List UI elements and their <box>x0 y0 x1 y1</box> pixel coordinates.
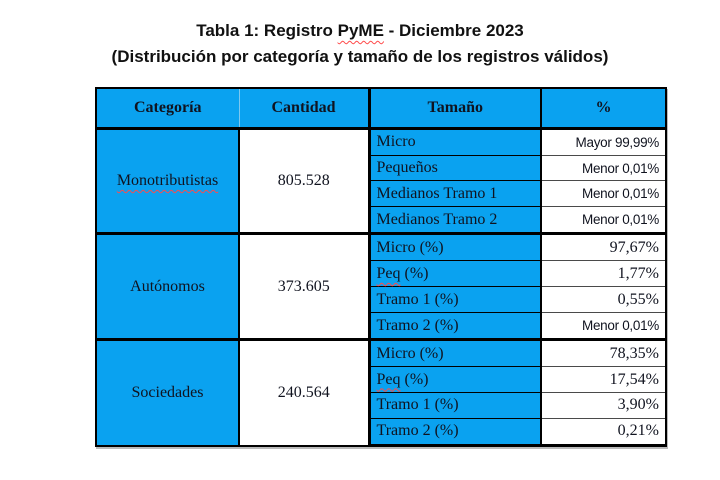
misspelled-word: Monotributistas <box>116 171 219 189</box>
percent-value-cell: 1,77% <box>541 260 666 287</box>
percent-value-cell: Menor 0,01% <box>541 311 666 340</box>
size-label-cell: Tramo 2 (%) <box>367 311 542 340</box>
table-row: Tramo 2 (%) 0,21% <box>96 417 666 448</box>
title-line-1: Tabla 1: Registro PyME - Diciembre 2023 <box>0 18 720 44</box>
table-row: Medianos Tramo 2 Menor 0,01% <box>96 206 666 234</box>
percent-value-cell: Menor 0,01% <box>541 180 666 207</box>
header-cantidad: Cantidad <box>238 88 369 130</box>
category-cell: Monotributistas <box>96 126 240 234</box>
percent-value-cell: 3,90% <box>541 391 666 419</box>
table-row: Tramo 1 (%) 3,90% <box>96 391 666 419</box>
count-cell: 805.528 <box>239 126 369 234</box>
size-label-cell: Micro (%) <box>367 338 542 367</box>
percent-value-cell: Menor 0,01% <box>541 206 666 234</box>
percent-value-cell: 17,54% <box>541 366 666 393</box>
registro-pyme-table: Categoría Cantidad Tamaño % Monotributis… <box>95 87 667 448</box>
title-line-2: (Distribución por categoría y tamaño de … <box>111 47 609 66</box>
table-row: Peq (%) 17,54% <box>96 366 666 393</box>
title-text: - Diciembre 2023 <box>383 21 524 40</box>
category-cell: Autónomos <box>96 232 240 340</box>
table-row: Autónomos 373.605 Micro (%) 97,67% <box>96 232 666 340</box>
size-label-cell: Tramo 2 (%) <box>367 417 542 448</box>
count-cell: 373.605 <box>239 232 369 340</box>
size-label-cell: Tramo 1 (%) <box>367 286 542 313</box>
size-label-cell: Tramo 1 (%) <box>367 391 542 419</box>
percent-value-cell: Menor 0,01% <box>541 154 666 181</box>
table-row: Tramo 1 (%) 0,55% <box>96 286 666 313</box>
size-label-cell: Peq (%) <box>367 260 542 287</box>
size-label-cell: Micro <box>367 126 542 156</box>
header-tamano: Tamaño <box>367 88 541 130</box>
table-row: Sociedades 240.564 Micro (%) 78,35% <box>96 338 666 446</box>
size-label-cell: Pequeños <box>367 154 542 181</box>
table-title: Tabla 1: Registro PyME - Diciembre 2023 … <box>0 18 720 70</box>
table-row: Pequeños Menor 0,01% <box>96 154 666 181</box>
header-percent: % <box>540 88 666 130</box>
table-row: Tramo 2 (%) Menor 0,01% <box>96 311 666 340</box>
header-row: Categoría Cantidad Tamaño % <box>96 88 666 130</box>
title-text: Tabla 1: Registro <box>196 21 338 40</box>
size-label-cell: Micro (%) <box>367 232 542 261</box>
misspelled-word: Peq <box>376 370 401 388</box>
percent-value-cell: 78,35% <box>541 338 666 367</box>
percent-value-cell: Mayor 99,99% <box>541 126 666 156</box>
size-label-cell: Medianos Tramo 2 <box>367 206 542 234</box>
percent-value-cell: 0,55% <box>541 286 666 313</box>
table-row: Medianos Tramo 1 Menor 0,01% <box>96 180 666 207</box>
size-label-cell: Peq (%) <box>367 366 542 393</box>
category-cell: Sociedades <box>96 338 240 446</box>
misspelled-word: PyME <box>337 21 384 40</box>
table-row: Monotributistas 805.528 Micro Mayor 99,9… <box>96 126 666 234</box>
size-label-cell: Medianos Tramo 1 <box>367 180 542 207</box>
count-cell: 240.564 <box>239 338 369 446</box>
misspelled-word: Peq <box>376 264 401 282</box>
percent-value-cell: 0,21% <box>541 417 666 448</box>
table-row: Peq (%) 1,77% <box>96 260 666 287</box>
percent-value-cell: 97,67% <box>541 232 666 261</box>
header-categoria: Categoría <box>96 88 239 130</box>
